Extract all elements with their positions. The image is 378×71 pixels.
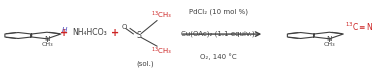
Text: O: O (122, 24, 127, 30)
Text: PdCl₂ (10 mol %): PdCl₂ (10 mol %) (189, 8, 248, 15)
Text: $^{13}$CH₃: $^{13}$CH₃ (151, 45, 172, 57)
Text: N: N (327, 36, 332, 42)
Text: CH₃: CH₃ (324, 42, 335, 47)
Text: H: H (62, 27, 67, 33)
Text: NH₄HCO₃: NH₄HCO₃ (73, 28, 107, 37)
Text: N: N (44, 36, 50, 42)
Text: +: + (60, 28, 68, 38)
Text: (sol.): (sol.) (136, 61, 154, 67)
Text: $^{13}$CH₃: $^{13}$CH₃ (151, 10, 172, 21)
Text: $^{13}$C$\equiv$N: $^{13}$C$\equiv$N (345, 21, 373, 33)
Text: S: S (136, 31, 141, 40)
Text: Cu(OAc)₂ (1.1 equiv.): Cu(OAc)₂ (1.1 equiv.) (181, 30, 255, 37)
Text: CH₃: CH₃ (41, 42, 53, 47)
Text: O₂, 140 °C: O₂, 140 °C (200, 53, 237, 60)
Text: +: + (112, 28, 119, 38)
